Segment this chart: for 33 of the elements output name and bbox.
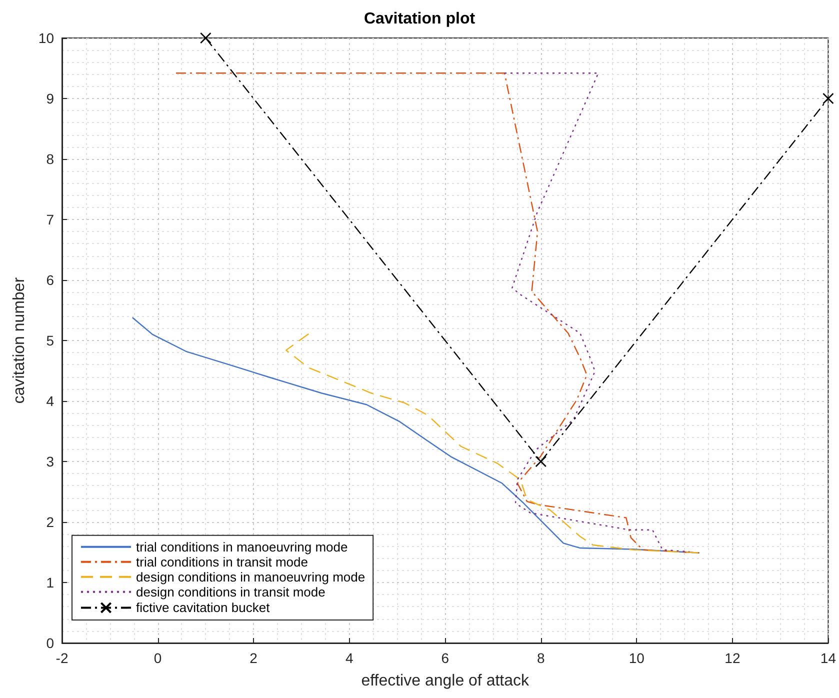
- y-tick-label: 7: [46, 212, 54, 228]
- legend-label: design conditions in manoeuvring mode: [136, 569, 366, 584]
- line-series: [504, 72, 690, 552]
- y-tick-label: 5: [46, 332, 54, 348]
- legend-label: trial conditions in manoeuvring mode: [136, 539, 348, 554]
- point: [822, 92, 834, 104]
- x-axis-title: effective angle of attack: [361, 672, 530, 690]
- x-tick-label: 4: [345, 650, 354, 666]
- line-series: [132, 316, 700, 554]
- chart-title: Cavitation plot: [364, 10, 476, 28]
- x-tick-label: 0: [154, 650, 162, 666]
- point: [200, 32, 212, 44]
- legend-label: design conditions in transit mode: [136, 584, 326, 600]
- y-tick-label: 10: [38, 30, 54, 46]
- legend-label: fictive cavitation bucket: [136, 600, 270, 616]
- x-tick-label: 6: [441, 650, 450, 666]
- legend-label: trial conditions in transit mode: [136, 554, 308, 570]
- x-tick-label: 8: [536, 650, 545, 666]
- y-tick-label: 0: [46, 635, 54, 651]
- y-tick-label: 3: [46, 454, 54, 470]
- x-tick-label: 2: [250, 650, 258, 666]
- y-axis-title: cavitation number: [11, 276, 28, 404]
- x-tick-label: 12: [724, 650, 740, 666]
- y-tick-label: 2: [46, 514, 54, 530]
- x-tick-label: 14: [820, 650, 836, 666]
- y-tick-label: 8: [46, 151, 54, 167]
- y-tick-label: 6: [46, 272, 54, 288]
- x-tick-label: 10: [628, 650, 645, 666]
- y-tick-label: 9: [46, 90, 54, 106]
- y-tick-label: 1: [46, 574, 54, 590]
- x-tick-label: -2: [56, 650, 68, 666]
- y-tick-label: 4: [46, 393, 54, 409]
- point: [535, 456, 547, 468]
